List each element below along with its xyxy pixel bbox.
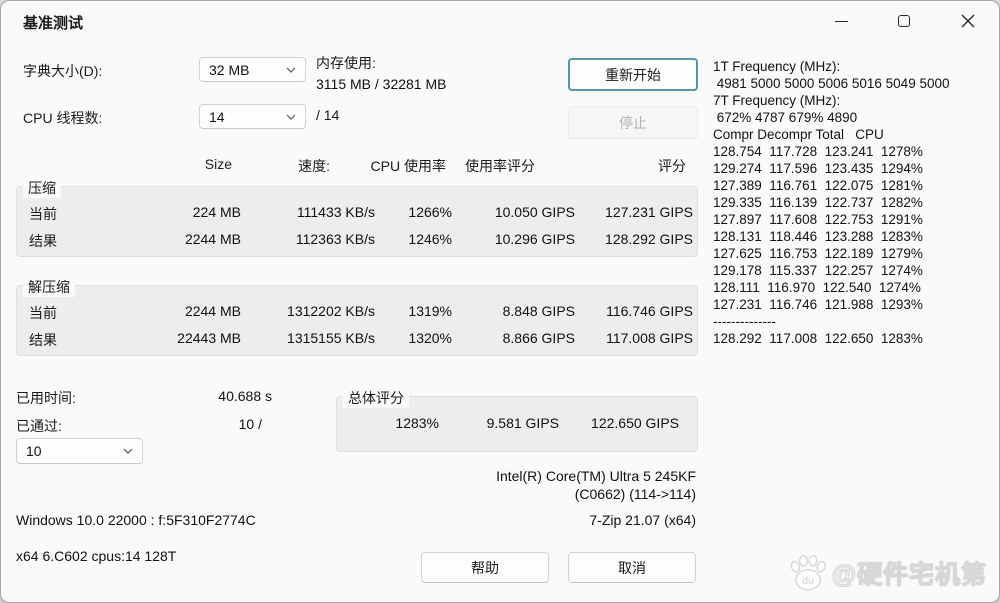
- cell-cpu-usage: 1246%: [408, 231, 452, 247]
- passes-label: 已通过:: [16, 418, 62, 434]
- dictionary-size-value: 32 MB: [209, 61, 250, 78]
- log-line: 127.389 116.761 122.075 1281%: [713, 178, 923, 193]
- cpu-model-line: Intel(R) Core(TM) Ultra 5 245KF: [496, 468, 696, 484]
- table-row: 当前 2244 MB 1312202 KB/s 1319% 8.848 GIPS…: [1, 303, 999, 321]
- memory-usage-label: 内存使用:: [316, 55, 376, 71]
- cell-size: 224 MB: [192, 204, 241, 220]
- col-header-speed: 速度:: [298, 158, 330, 174]
- cell-rating: 116.746 GIPS: [606, 303, 693, 319]
- cell-cpu-usage: 1319%: [408, 303, 452, 319]
- maximize-button[interactable]: [890, 7, 918, 35]
- chevron-down-icon: [286, 67, 296, 73]
- log-line: 128.292 117.008 122.650 1283%: [713, 331, 923, 346]
- chevron-down-icon: [123, 448, 133, 454]
- cell-usage-rating: 8.866 GIPS: [502, 330, 575, 346]
- log-line: 127.231 116.746 121.988 1293%: [713, 297, 923, 312]
- col-header-usage-rating: 使用率评分: [465, 158, 535, 174]
- iterations-select[interactable]: 10: [16, 438, 143, 464]
- col-header-size: Size: [204, 156, 232, 172]
- decompression-groupbox: 解压缩: [16, 277, 698, 356]
- dictionary-size-label: 字典大小(D):: [23, 63, 103, 79]
- total-rating-groupbox: 总体评分: [336, 388, 698, 452]
- total-usage-rating: 9.581 GIPS: [486, 415, 559, 431]
- col-header-cpu-usage: CPU 使用率: [370, 158, 446, 174]
- decompression-group-label: 解压缩: [23, 277, 75, 297]
- log-line: 129.335 116.139 122.737 1282%: [713, 195, 923, 210]
- log-line: 672% 4787 679% 4890: [713, 110, 858, 125]
- cell-cpu-usage: 1266%: [408, 204, 452, 220]
- maximize-icon: [898, 15, 910, 27]
- compression-groupbox: 压缩: [16, 178, 698, 257]
- log-line: 127.625 116.753 122.189 1279%: [713, 246, 923, 261]
- cpu-threads-label: CPU 线程数:: [23, 110, 103, 126]
- frequency-log-panel: 1T Frequency (MHz): 4981 5000 5000 5006 …: [713, 58, 949, 347]
- chevron-down-icon: [286, 114, 296, 120]
- baidu-paw-icon: du: [790, 554, 826, 591]
- cpu-stepping-line: (C0662) (114->114): [574, 486, 696, 502]
- cell-speed: 1315155 KB/s: [287, 330, 375, 346]
- app-version-line: 7-Zip 21.07 (x64): [589, 512, 696, 528]
- elapsed-time-value: 40.688 s: [218, 388, 272, 404]
- cpu-threads-total: / 14: [316, 107, 340, 123]
- log-separator: --------------: [713, 314, 776, 329]
- log-line: 7T Frequency (MHz):: [713, 93, 841, 108]
- help-button[interactable]: 帮助: [421, 552, 549, 583]
- arch-info-line: x64 6.C602 cpus:14 128T: [16, 548, 177, 564]
- stop-button: 停止: [568, 106, 698, 139]
- minimize-icon: [834, 20, 848, 22]
- cell-rating: 117.008 GIPS: [606, 330, 693, 346]
- total-rating: 122.650 GIPS: [591, 415, 679, 431]
- window-title: 基准测试: [23, 15, 84, 32]
- cell-usage-rating: 8.848 GIPS: [502, 303, 575, 319]
- elapsed-time-label: 已用时间:: [16, 390, 76, 406]
- log-line: 128.131 118.446 123.288 1283%: [713, 229, 923, 244]
- cell-speed: 111433 KB/s: [296, 204, 375, 220]
- log-line: 128.754 117.728 123.241 1278%: [713, 144, 923, 159]
- close-icon: [961, 14, 975, 28]
- col-header-rating: 评分: [658, 158, 686, 174]
- os-version-line: Windows 10.0 22000 : f:5F310F2774C: [16, 512, 256, 528]
- minimize-button[interactable]: [827, 7, 855, 35]
- cell-size: 2244 MB: [184, 231, 241, 247]
- close-button[interactable]: [954, 7, 982, 35]
- cell-rating: 128.292 GIPS: [605, 231, 693, 247]
- log-line: 129.274 117.596 123.435 1294%: [713, 161, 923, 176]
- cell-usage-rating: 10.050 GIPS: [494, 204, 575, 220]
- cancel-button[interactable]: 取消: [568, 552, 696, 583]
- table-row: 结果 2244 MB 112363 KB/s 1246% 10.296 GIPS…: [1, 231, 999, 249]
- iterations-value: 10: [26, 443, 42, 459]
- cell-usage-rating: 10.296 GIPS: [494, 231, 575, 247]
- passes-value: 10 /: [238, 416, 262, 432]
- log-line: 128.111 116.970 122.540 1274%: [713, 280, 921, 295]
- cpu-threads-value: 14: [209, 108, 225, 125]
- cell-speed: 1312202 KB/s: [287, 303, 375, 319]
- row-label: 结果: [29, 332, 57, 348]
- table-row: 当前 224 MB 111433 KB/s 1266% 10.050 GIPS …: [1, 204, 999, 222]
- cell-size: 22443 MB: [177, 330, 241, 346]
- row-label: 结果: [29, 233, 57, 249]
- log-line: 129.178 115.337 122.257 1274%: [713, 263, 923, 278]
- total-rating-group-label: 总体评分: [343, 388, 409, 408]
- restart-button[interactable]: 重新开始: [568, 58, 698, 91]
- table-row: 结果 22443 MB 1315155 KB/s 1320% 8.866 GIP…: [1, 330, 999, 348]
- log-line: 4981 5000 5000 5006 5016 5049 5000: [713, 76, 950, 91]
- cell-speed: 112363 KB/s: [295, 231, 375, 247]
- log-line: 127.897 117.608 122.753 1291%: [713, 212, 923, 227]
- compression-group-label: 压缩: [23, 178, 61, 198]
- memory-usage-value: 3115 MB / 32281 MB: [316, 76, 447, 92]
- cell-rating: 127.231 GIPS: [605, 204, 693, 220]
- dictionary-size-select[interactable]: 32 MB: [199, 57, 306, 82]
- cell-cpu-usage: 1320%: [408, 330, 452, 346]
- watermark: du @硬件宅机第: [787, 554, 987, 592]
- log-line: 1T Frequency (MHz):: [713, 59, 841, 74]
- row-label: 当前: [29, 305, 57, 321]
- log-line: Compr Decompr Total CPU: [713, 127, 884, 142]
- total-cpu-usage: 1283%: [395, 415, 439, 431]
- watermark-text: @硬件宅机第: [831, 560, 987, 589]
- row-label: 当前: [29, 206, 57, 222]
- cell-size: 2244 MB: [184, 303, 241, 319]
- svg-text:du: du: [802, 576, 814, 587]
- cpu-threads-select[interactable]: 14: [199, 104, 306, 129]
